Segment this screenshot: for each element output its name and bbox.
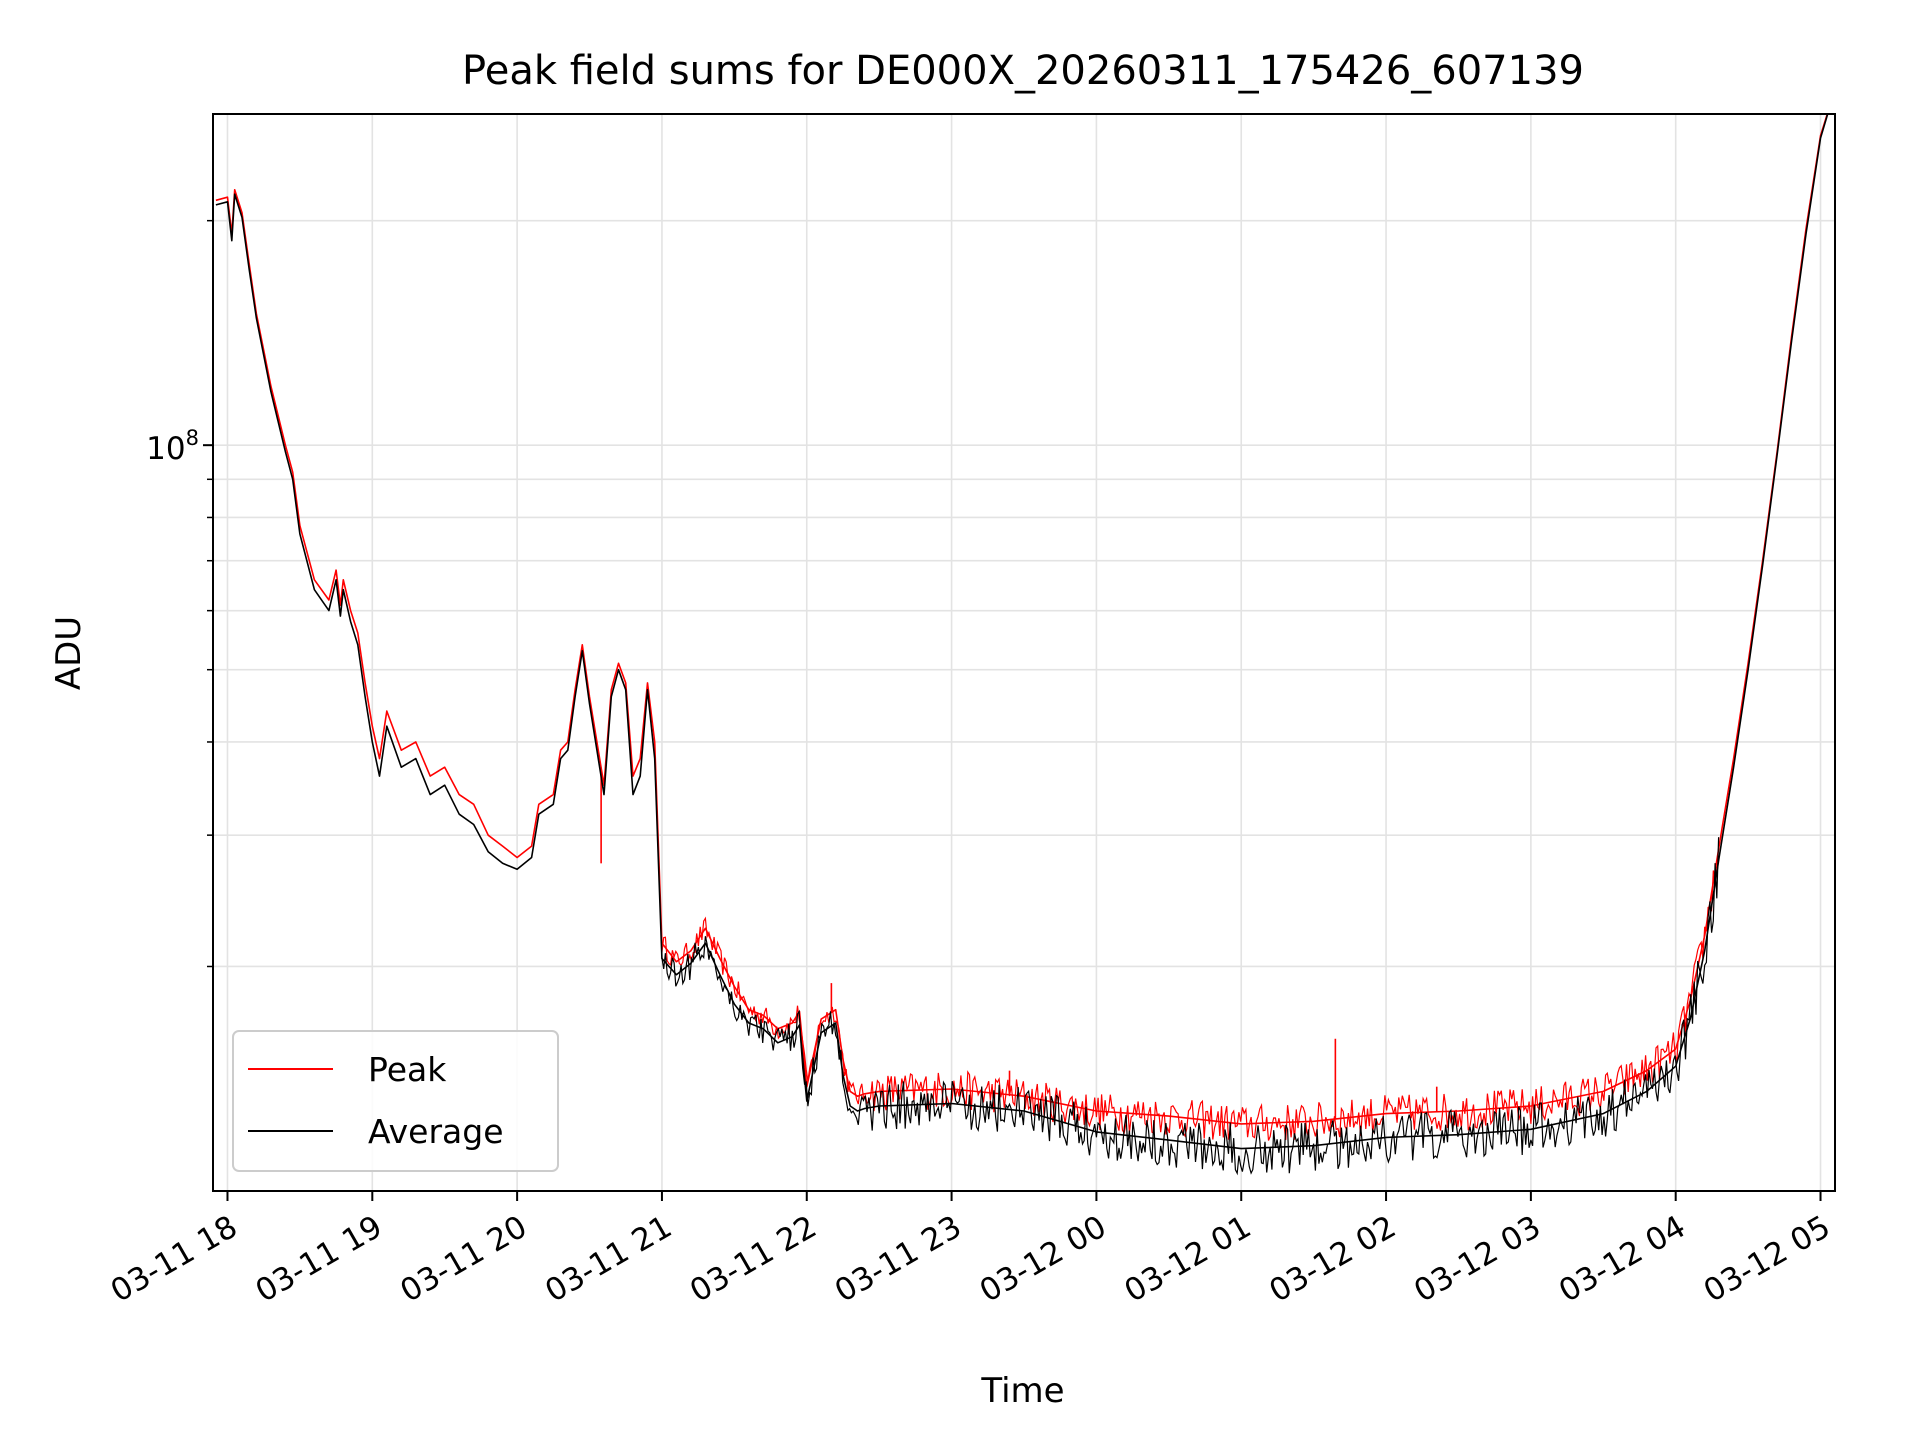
x-axis-label: Time: [980, 1371, 1064, 1411]
legend-box: [232, 1030, 559, 1172]
series-peak: [215, 114, 1829, 1141]
chart-title: Peak field sums for DE000X_20260311_1754…: [462, 48, 1584, 94]
peak-line: [215, 114, 1829, 1125]
y-tick-base: 10: [146, 431, 185, 467]
average-line: [215, 114, 1829, 1150]
y-tick-major: 108: [146, 426, 213, 467]
series-average: [215, 114, 1829, 1176]
plot-series: [215, 114, 1829, 1176]
legend: Peak Average: [232, 1030, 559, 1172]
average-noise-band: [661, 837, 1720, 1176]
grid-vertical-lines: [226, 114, 1822, 1191]
grid-horizontal-lines: [213, 219, 1835, 968]
y-tick-label: 108: [146, 426, 199, 467]
peak-spikes: [600, 767, 1438, 1120]
legend-label-average: Average: [368, 1112, 504, 1151]
y-tick-exponent: 8: [186, 426, 199, 450]
plot-frame: [212, 113, 1836, 1192]
y-axis-ticks: 108: [146, 219, 213, 968]
y-axis-label: ADU: [49, 616, 89, 690]
grid: [213, 114, 1835, 1191]
legend-label-peak: Peak: [368, 1050, 447, 1089]
